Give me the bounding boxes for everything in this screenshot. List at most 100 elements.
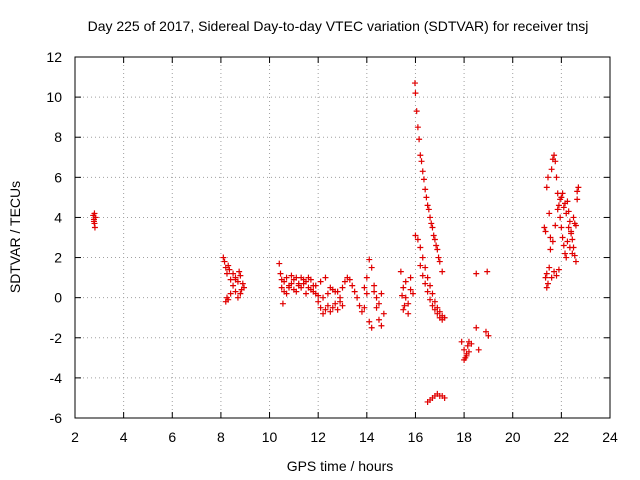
- data-point: [223, 270, 230, 277]
- data-point: [283, 290, 290, 297]
- y-tick-label: 8: [54, 129, 62, 145]
- data-point: [427, 214, 434, 221]
- data-point: [554, 206, 561, 213]
- data-point: [227, 290, 234, 297]
- x-tick-label: 10: [262, 429, 278, 445]
- data-point: [441, 394, 448, 401]
- data-point: [424, 288, 431, 295]
- data-point: [413, 108, 420, 115]
- data-point: [417, 244, 424, 251]
- data-point: [414, 124, 421, 131]
- series-segment-16h-mid: [412, 232, 448, 323]
- data-point: [378, 322, 385, 329]
- data-point: [430, 232, 437, 239]
- data-point: [568, 230, 575, 237]
- data-point: [417, 262, 424, 269]
- data-point: [417, 152, 424, 159]
- data-point: [557, 214, 564, 221]
- x-tick-label: 4: [120, 429, 128, 445]
- series-segment-16.5-17h-low: [424, 390, 448, 405]
- data-point: [276, 260, 283, 267]
- data-point: [544, 280, 551, 287]
- x-axis-label: GPS time / hours: [287, 458, 394, 474]
- x-tick-label: 6: [168, 429, 176, 445]
- data-point: [423, 194, 430, 201]
- data-point: [373, 294, 380, 301]
- data-point: [543, 284, 550, 291]
- data-point: [293, 288, 300, 295]
- data-point: [315, 292, 322, 299]
- data-point: [464, 342, 471, 349]
- data-point: [548, 166, 555, 173]
- data-point: [366, 256, 373, 263]
- data-point: [541, 224, 548, 231]
- data-point: [307, 276, 314, 283]
- data-point: [574, 196, 581, 203]
- data-point: [400, 306, 407, 313]
- data-point: [434, 246, 441, 253]
- data-point: [322, 306, 329, 313]
- data-point: [412, 232, 419, 239]
- series-segment-13-14.7h: [341, 256, 387, 331]
- data-point: [416, 136, 423, 143]
- data-point: [555, 202, 562, 209]
- data-point: [411, 80, 418, 87]
- data-point: [277, 270, 284, 277]
- data-point: [566, 218, 573, 225]
- data-point: [422, 280, 429, 287]
- data-point: [548, 274, 555, 281]
- data-point: [468, 340, 475, 347]
- data-point: [558, 224, 565, 231]
- data-point: [327, 284, 334, 291]
- data-point: [560, 204, 567, 211]
- y-axis-label: SDTVAR / TECUs: [7, 181, 23, 293]
- data-point: [458, 338, 465, 345]
- data-point: [332, 300, 339, 307]
- data-point: [371, 288, 378, 295]
- data-point: [220, 254, 227, 261]
- x-tick-label: 12: [310, 429, 326, 445]
- data-point: [424, 202, 431, 209]
- data-point: [572, 258, 579, 265]
- data-point: [436, 258, 443, 265]
- data-point: [363, 274, 370, 281]
- data-point: [368, 264, 375, 271]
- data-point: [542, 274, 549, 281]
- data-point: [223, 294, 230, 301]
- data-point: [429, 290, 436, 297]
- data-point: [543, 270, 550, 277]
- series-segment-10.5-13h: [276, 260, 346, 317]
- data-point: [546, 210, 553, 217]
- data-point: [351, 288, 358, 295]
- axis-ticks: [74, 56, 611, 419]
- data-point: [570, 214, 577, 221]
- data-point: [399, 292, 406, 299]
- data-point: [341, 278, 348, 285]
- data-point: [562, 200, 569, 207]
- data-point: [278, 276, 285, 283]
- data-point: [419, 272, 426, 279]
- data-point: [549, 238, 556, 245]
- data-point: [378, 290, 385, 297]
- data-point: [230, 282, 237, 289]
- data-point: [298, 284, 305, 291]
- data-point: [428, 220, 435, 227]
- x-tick-label: 24: [602, 429, 618, 445]
- data-point: [91, 210, 98, 217]
- data-point: [431, 236, 438, 243]
- x-tick-labels: 2 4 6 8 10 12 14 16 18 20 22 24: [71, 429, 618, 445]
- data-point: [410, 290, 417, 297]
- data-point: [544, 174, 551, 181]
- series-segment-18h: [458, 268, 492, 363]
- data-point: [473, 324, 480, 331]
- data-point: [339, 284, 346, 291]
- data-point: [349, 282, 356, 289]
- data-point: [429, 302, 436, 309]
- data-point: [565, 224, 572, 231]
- data-point: [239, 280, 246, 287]
- x-tick-label: 18: [456, 429, 472, 445]
- data-point: [371, 282, 378, 289]
- data-point: [553, 272, 560, 279]
- data-point: [400, 284, 407, 291]
- data-point: [412, 90, 419, 97]
